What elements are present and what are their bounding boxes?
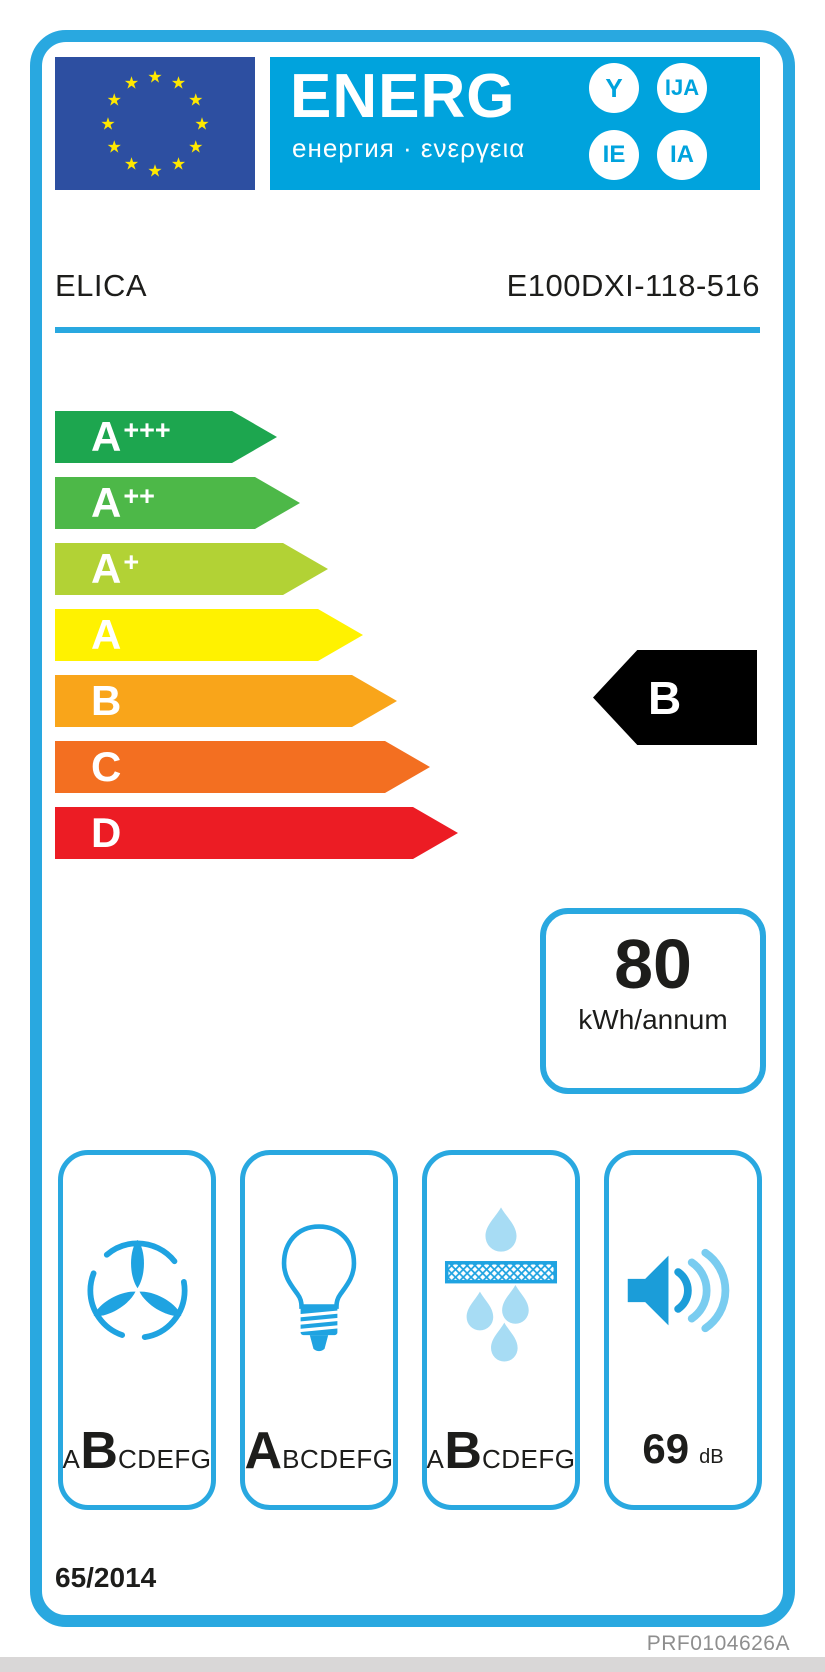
rating-arrow-a-plus: A + bbox=[55, 543, 458, 595]
rating-arrow-b: B bbox=[55, 675, 458, 727]
grade-scale-current: B bbox=[80, 1422, 118, 1480]
grade-letter: B bbox=[91, 677, 122, 724]
rating-arrow-c: C bbox=[55, 741, 458, 793]
rating-arrow-a-plus-plus: A ++ bbox=[55, 477, 458, 529]
eu-star: ★ bbox=[170, 73, 187, 93]
language-suffix-circle: IJA bbox=[657, 63, 707, 113]
grade-letter: A bbox=[91, 413, 122, 460]
eu-star: ★ bbox=[147, 67, 163, 86]
eu-star: ★ bbox=[147, 161, 163, 180]
energy-consumption-unit: kWh/annum bbox=[578, 1003, 728, 1035]
bottom-strip bbox=[0, 1657, 825, 1672]
divider bbox=[55, 327, 760, 333]
product-row: ELICA E100DXI-118-516 bbox=[55, 268, 760, 304]
grade-letter: A bbox=[91, 611, 122, 658]
language-suffix-circle: Y bbox=[589, 63, 639, 113]
grade-scale-prefix: A bbox=[426, 1444, 445, 1474]
grease-filter-efficiency-box: A B CDEFG bbox=[422, 1150, 580, 1510]
grade-letter: D bbox=[91, 809, 122, 856]
noise-level-box: 69 dB bbox=[604, 1150, 762, 1510]
grade-plus: ++ bbox=[123, 480, 155, 511]
eu-star: ★ bbox=[100, 114, 116, 133]
grade-scale-current: B bbox=[444, 1422, 482, 1480]
rating-arrow-a-plus-plus-plus: A +++ bbox=[55, 411, 458, 463]
grade-scale-prefix: A bbox=[62, 1444, 81, 1474]
rating-scale: A +++ A ++ A + A B C D bbox=[55, 411, 458, 873]
current-grade: B bbox=[648, 671, 682, 724]
lighting-grade-scale: A BCDEFG bbox=[245, 1425, 394, 1481]
language-suffix-circle: IA bbox=[657, 130, 707, 180]
grade-plus: +++ bbox=[123, 414, 171, 445]
energ-subtext: енергия · ενεργεια bbox=[292, 133, 526, 163]
reference-code: PRF0104626A bbox=[646, 1632, 790, 1655]
fan-icon bbox=[63, 1155, 211, 1425]
grade-scale-current: A bbox=[244, 1422, 283, 1480]
grade-scale-suffix: CDEFG bbox=[117, 1444, 212, 1474]
grade-scale-suffix: BCDEFG bbox=[282, 1444, 394, 1474]
grade-letter: A bbox=[91, 479, 122, 526]
noise-value: 69 bbox=[642, 1425, 690, 1472]
noise-value-row: 69 dB bbox=[642, 1425, 723, 1481]
eu-star: ★ bbox=[123, 73, 140, 93]
eu-star: ★ bbox=[188, 137, 204, 157]
grease-filter-grade-scale: A B CDEFG bbox=[427, 1425, 576, 1481]
lighting-efficiency-box: A BCDEFG bbox=[240, 1150, 398, 1510]
eu-star: ★ bbox=[106, 90, 122, 110]
eu-star: ★ bbox=[123, 154, 140, 174]
noise-icon bbox=[609, 1155, 757, 1425]
brand-name: ELICA bbox=[55, 268, 148, 303]
eu-star: ★ bbox=[194, 114, 210, 133]
regulation-number: 65/2014 bbox=[55, 1562, 157, 1593]
grease-filter-icon bbox=[427, 1155, 575, 1425]
bulb-icon bbox=[245, 1155, 393, 1425]
noise-unit: dB bbox=[699, 1446, 724, 1468]
grade-plus: + bbox=[123, 546, 140, 577]
energy-consumption-box: 80 kWh/annum bbox=[540, 908, 766, 1094]
language-suffix-circle: IE bbox=[589, 130, 639, 180]
grade-scale-suffix: CDEFG bbox=[481, 1444, 576, 1474]
eu-flag: ★ ★ ★ ★ ★ ★ ★ ★ ★ ★ ★ ★ bbox=[55, 57, 255, 190]
model-number: E100DXI-118-516 bbox=[506, 268, 760, 303]
eu-star: ★ bbox=[170, 154, 187, 174]
grade-letter: A bbox=[91, 545, 122, 592]
rating-indicator: B bbox=[593, 650, 757, 745]
energy-label: ★ ★ ★ ★ ★ ★ ★ ★ ★ ★ ★ ★ ENERG енергия · … bbox=[30, 30, 795, 1627]
fan-efficiency-box: A B CDEFG bbox=[58, 1150, 216, 1510]
grade-letter: C bbox=[91, 743, 122, 790]
rating-arrow-a: A bbox=[55, 609, 458, 661]
rating-arrow-d: D bbox=[55, 807, 458, 859]
energy-consumption-value: 80 bbox=[614, 925, 692, 1003]
eu-star: ★ bbox=[188, 90, 204, 110]
energ-text: ENERG bbox=[290, 62, 516, 131]
energ-logo: ENERG енергия · ενεργεια Y IJA IE IA bbox=[270, 57, 760, 190]
eu-star: ★ bbox=[106, 137, 122, 157]
fan-grade-scale: A B CDEFG bbox=[63, 1425, 212, 1481]
